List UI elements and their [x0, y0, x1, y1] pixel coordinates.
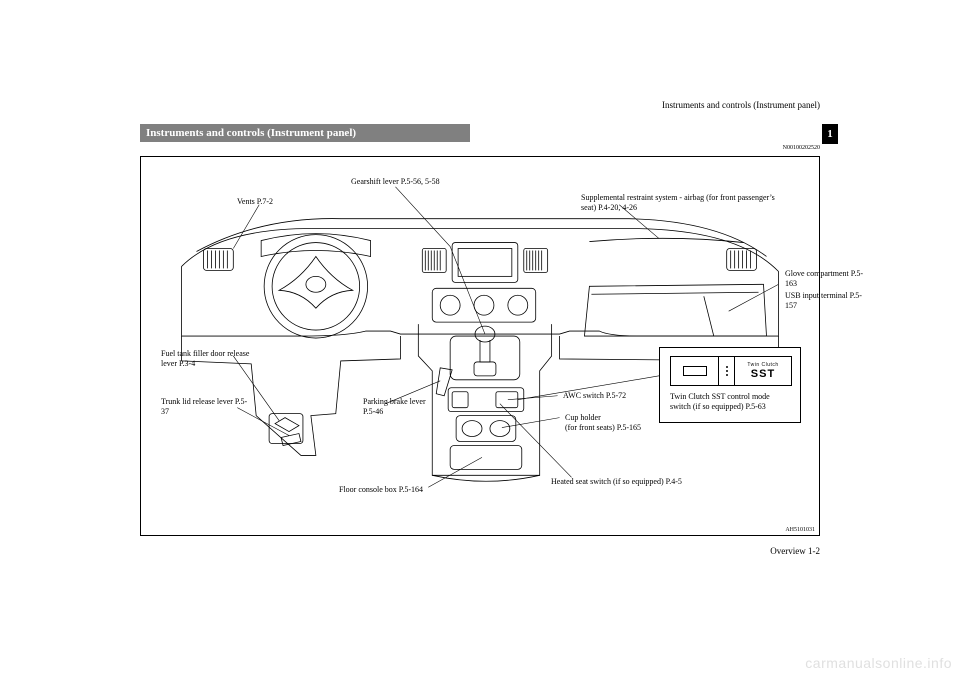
sst-detail-box: Twin Clutch SST Twin Clutch SST control …: [659, 347, 801, 423]
sst-dots-icon: [719, 357, 735, 385]
running-header: Instruments and controls (Instrument pan…: [662, 100, 820, 110]
label-glove: Glove compartment P.5-163: [785, 269, 865, 289]
label-cup: Cup holder: [565, 413, 601, 423]
label-gearshift: Gearshift lever P.5-56, 5-58: [351, 177, 440, 187]
label-usb: USB input terminal P.5-157: [785, 291, 865, 311]
section-title-bar: Instruments and controls (Instrument pan…: [140, 124, 470, 142]
sst-rocker-icon: [671, 357, 719, 385]
page-footer: Overview 1-2: [770, 546, 820, 556]
watermark: carmanualsonline.info: [805, 655, 952, 671]
sst-text: SST: [751, 368, 775, 380]
dashboard-illustration: [141, 157, 819, 535]
label-floor: Floor console box P.5-164: [339, 485, 423, 495]
sst-caption: Twin Clutch SST control mode switch (if …: [670, 392, 792, 411]
sst-label-block: Twin Clutch SST: [735, 357, 791, 385]
label-trunk: Trunk lid release lever P.5-37: [161, 397, 251, 417]
label-heated: Heated seat switch (if so equipped) P.4-…: [551, 477, 691, 487]
diagram-frame: Vents P.7-2 Gearshift lever P.5-56, 5-58…: [140, 156, 820, 536]
document-id: N00100202520: [783, 145, 820, 151]
label-cup2: (for front seats) P.5-165: [565, 423, 641, 433]
label-srs: Supplemental restraint system - airbag (…: [581, 193, 791, 213]
page-container: Instruments and controls (Instrument pan…: [140, 100, 820, 580]
label-fuel: Fuel tank filler door release lever P.3-…: [161, 349, 251, 369]
chapter-tab: 1: [822, 124, 838, 144]
label-parking: Parking brake lever P.5-46: [363, 397, 433, 417]
label-vents: Vents P.7-2: [237, 197, 273, 207]
sst-switch-graphic: Twin Clutch SST: [670, 356, 792, 386]
label-awc: AWC switch P.5-72: [563, 391, 626, 401]
diagram-code: AH5101031: [785, 527, 815, 533]
